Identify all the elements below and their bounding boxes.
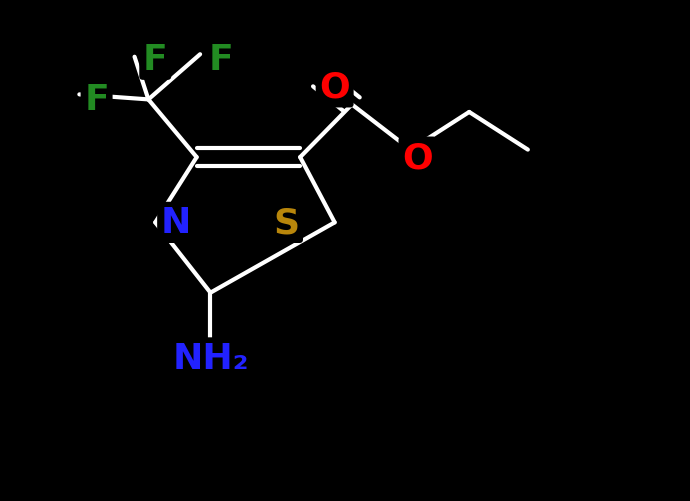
Text: NH₂: NH₂ — [172, 341, 248, 375]
Text: N: N — [161, 206, 191, 240]
Text: O: O — [402, 141, 433, 175]
Text: O: O — [319, 71, 350, 105]
Text: F: F — [208, 43, 233, 77]
Text: F: F — [84, 83, 109, 117]
Text: F: F — [143, 43, 168, 77]
Text: S: S — [273, 206, 299, 240]
